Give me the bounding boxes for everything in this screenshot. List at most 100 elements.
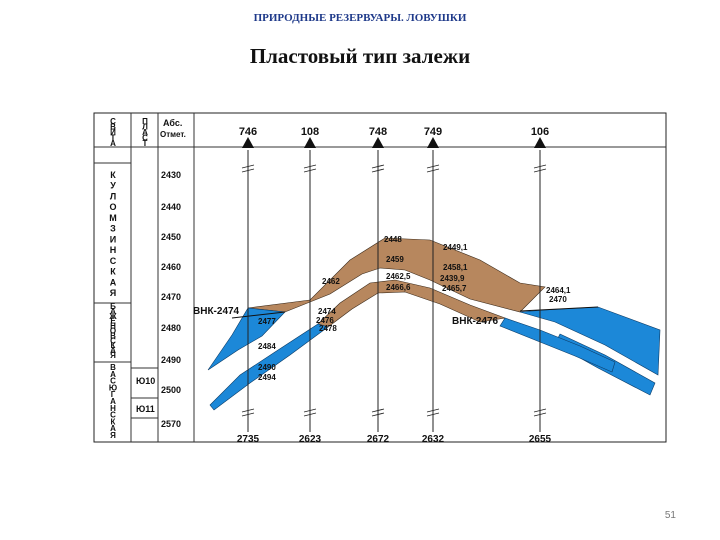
formation-name-1-letter: К <box>110 170 116 180</box>
formation-name-1-letter: Я <box>110 288 116 298</box>
well-value-label: 2465,7 <box>442 284 467 293</box>
well-value-label: 2448 <box>384 235 402 244</box>
formation-name-2-letter: Ж <box>108 312 117 321</box>
well-value-label: 2478 <box>319 324 337 333</box>
lower-water-left <box>209 323 329 411</box>
formation-name-2-letter: А <box>110 346 116 355</box>
well-break-mark <box>241 164 255 169</box>
formation-name-3-letter: А <box>110 397 116 406</box>
slide-header: ПРИРОДНЫЕ РЕЗЕРВУАРЫ. ЛОВУШКИ <box>253 12 467 24</box>
well-value-label: 2474 <box>318 307 336 316</box>
well-break-mark <box>303 168 317 173</box>
plast-header-text-letter: Т <box>143 139 148 148</box>
plast-label-1: Ю10 <box>136 376 155 386</box>
formation-name-3-letter: С <box>110 411 116 420</box>
formation-name-2-letter: О <box>110 327 116 336</box>
svita-header-text-letter: И <box>110 128 116 137</box>
well-top-label: 108 <box>301 126 319 138</box>
well-break-mark <box>426 168 440 173</box>
well-break-mark <box>303 412 317 417</box>
well-triangle-icon <box>534 137 546 148</box>
svita-header-text-letter: В <box>110 123 116 132</box>
plast-header-text-letter: П <box>142 117 148 126</box>
abs-header-line2: Отмет. <box>160 130 186 139</box>
depth-value: 2570 <box>161 419 181 429</box>
formation-name-3-letter: Я <box>110 431 116 440</box>
formation-name-1-letter: К <box>110 267 116 277</box>
well-value-label: 2477 <box>258 317 276 326</box>
lower-water-right <box>499 317 616 373</box>
depth-value: 2470 <box>161 292 181 302</box>
well-break-mark <box>371 164 385 169</box>
contact-line-left <box>231 311 286 319</box>
depth-value: 2440 <box>161 202 181 212</box>
formation-name-1-letter: Л <box>110 191 116 201</box>
formation-name-1-letter: А <box>110 277 117 287</box>
formation-name-3-letter: Г <box>111 390 116 399</box>
well-break-mark <box>241 168 255 173</box>
formation-name-1-letter: С <box>110 256 117 266</box>
depth-value: 2480 <box>161 323 181 333</box>
svita-header-text-letter: Т <box>111 134 116 143</box>
well-2: 108 2623 <box>299 126 322 445</box>
well-value-label: 2476 <box>316 316 334 325</box>
well-break-mark <box>533 164 547 169</box>
well-value-label: 2459 <box>386 255 404 264</box>
well-triangle-icon <box>304 137 316 148</box>
well-break-mark <box>371 408 385 413</box>
formation-name-1-letter: У <box>110 181 116 191</box>
formation-name-1-letter: М <box>109 213 117 223</box>
well-value-label: 2464,1 <box>546 286 571 295</box>
well-break-mark <box>371 412 385 417</box>
plast-label-2: Ю11 <box>136 404 155 414</box>
well-value-label: 2466,6 <box>386 283 411 292</box>
well-break-mark <box>426 412 440 417</box>
formation-name-3-letter: А <box>110 370 116 379</box>
well-value-label: 2494 <box>258 373 276 382</box>
well-break-mark <box>533 168 547 173</box>
well-bottom-label: 2623 <box>299 434 322 445</box>
well-break-mark <box>241 412 255 417</box>
formation-name-3-letter: В <box>110 363 116 372</box>
page-number: 51 <box>664 510 676 521</box>
formation-name-1-letter: Н <box>110 245 117 255</box>
formation-name-3-letter: К <box>111 417 116 426</box>
well-break-mark <box>371 168 385 173</box>
well-bottom-label: 2655 <box>529 434 552 445</box>
formation-name-2-letter: С <box>110 336 116 345</box>
formation-name-2-letter: Б <box>110 302 116 311</box>
formation-name-3-letter: Н <box>110 404 116 413</box>
contact-label-left: ВНК-2474 <box>193 306 240 317</box>
well-top-label: 748 <box>369 126 387 138</box>
depth-value: 2430 <box>161 170 181 180</box>
slide-title: Пластовый тип залежи <box>249 44 471 68</box>
formation-name-1-letter: О <box>109 202 116 212</box>
abs-header-line1: Абс. <box>163 118 182 128</box>
formation-name-3-letter: Ю <box>109 383 117 392</box>
depth-value: 2490 <box>161 355 181 365</box>
well-break-mark <box>533 408 547 413</box>
well-value-label: 2462 <box>322 277 340 286</box>
formation-name-2-letter: Я <box>110 351 116 360</box>
well-break-mark <box>303 408 317 413</box>
well-value-label: 2449,1 <box>443 243 468 252</box>
well-triangle-icon <box>242 137 254 148</box>
well-value-label: 2484 <box>258 342 276 351</box>
svita-header-text-letter: А <box>110 139 116 148</box>
formation-name-2-letter: В <box>110 331 116 340</box>
depth-value: 2450 <box>161 232 181 242</box>
diagram-frame <box>93 112 667 443</box>
plast-header-text-letter: А <box>142 128 148 137</box>
well-break-mark <box>241 408 255 413</box>
well-top-label: 749 <box>424 126 442 138</box>
well-value-label: 2439,9 <box>440 274 465 283</box>
formation-name-1-letter: З <box>110 224 116 234</box>
well-bottom-label: 2632 <box>422 434 445 445</box>
